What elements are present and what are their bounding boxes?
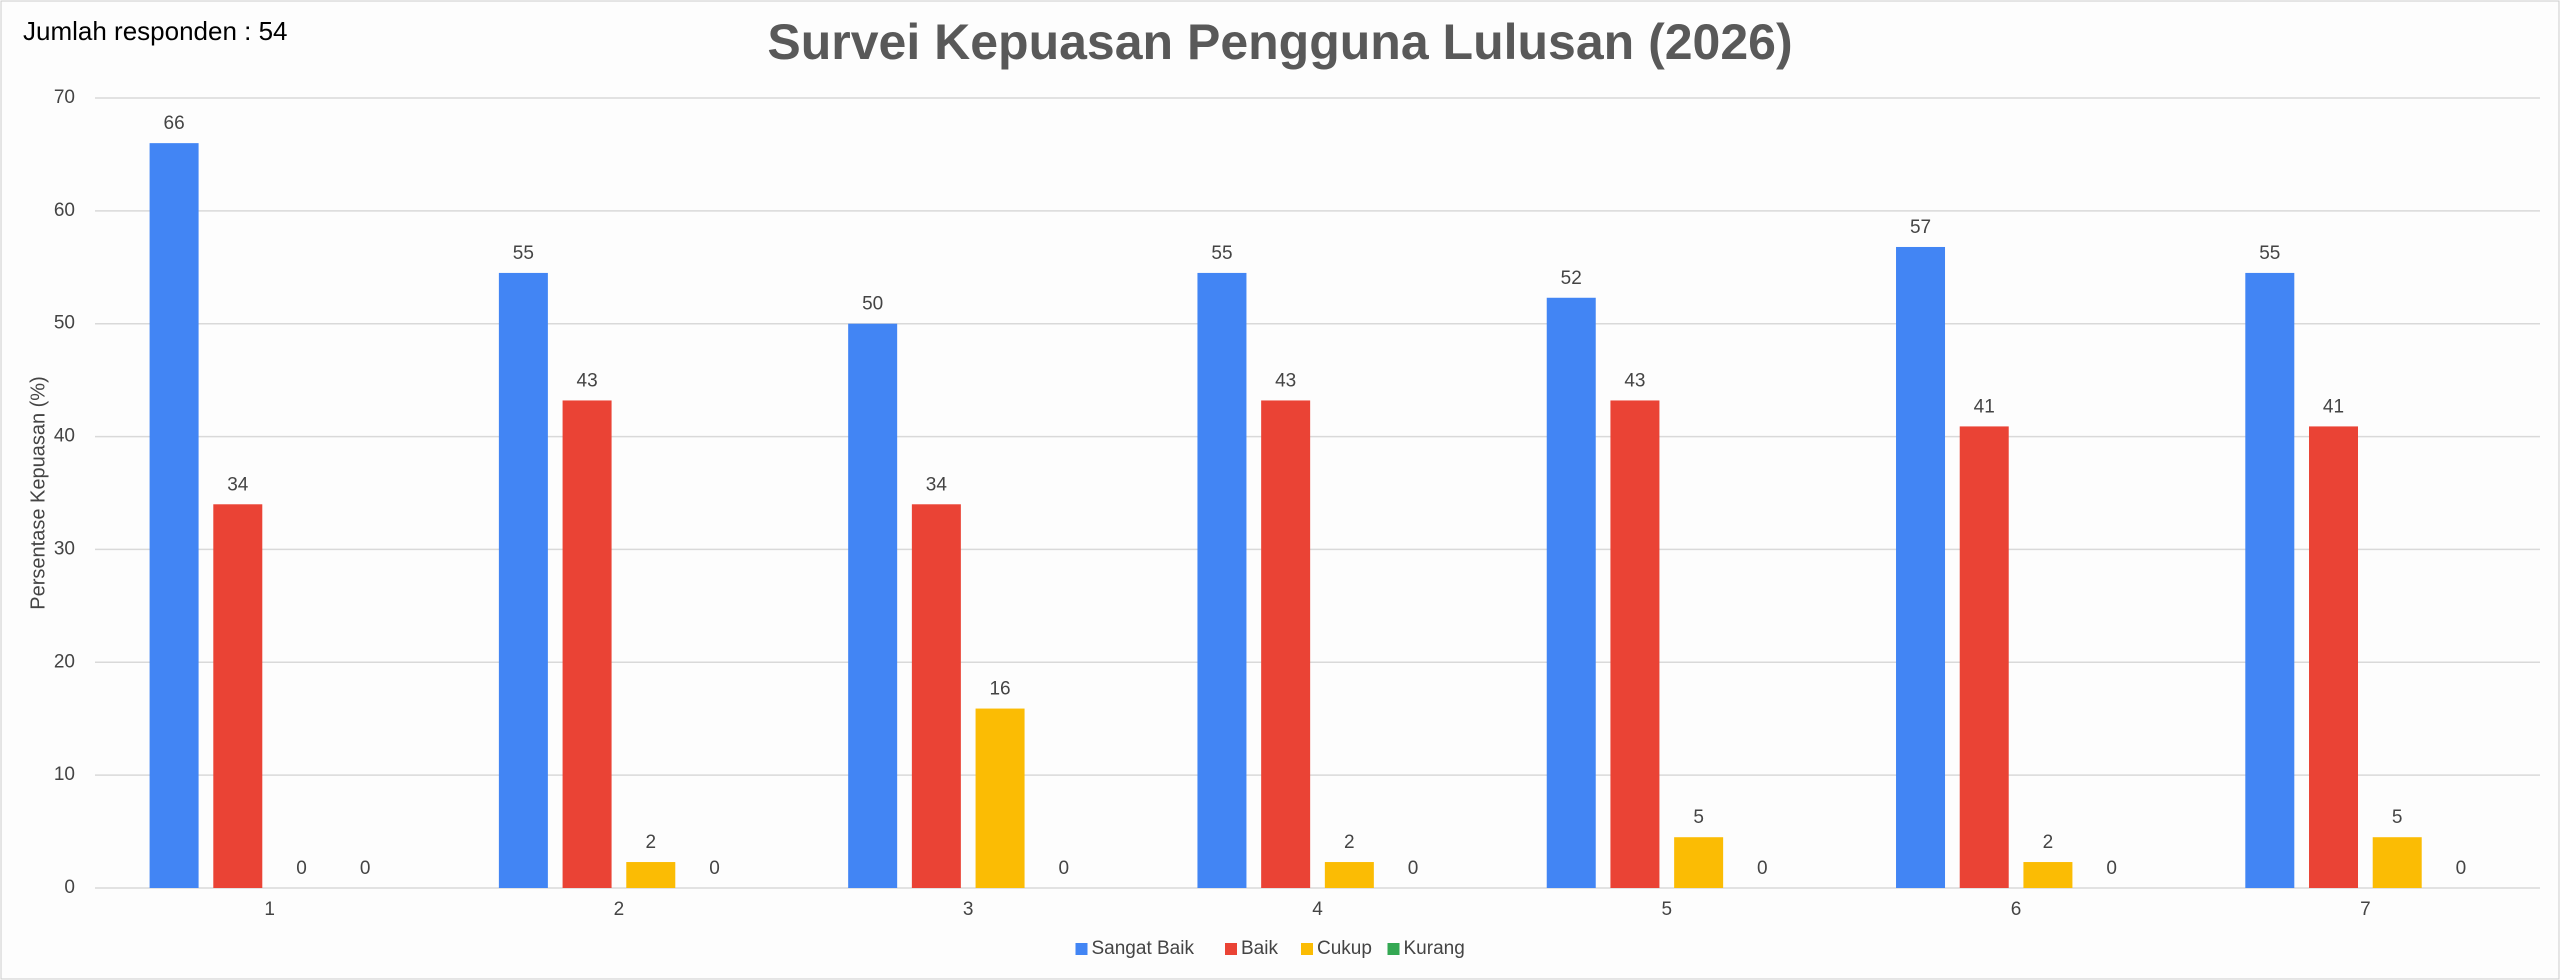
data-label: 57 <box>1910 217 1931 238</box>
data-label: 34 <box>926 474 948 495</box>
legend-swatch <box>1387 943 1400 955</box>
data-label: 34 <box>227 474 249 495</box>
data-label: 55 <box>1211 243 1232 264</box>
bar <box>1324 862 1374 888</box>
bar <box>975 708 1025 888</box>
bar <box>626 862 676 888</box>
x-tick-label: 2 <box>614 899 625 920</box>
bar <box>1197 272 1247 888</box>
bar <box>2023 862 2073 888</box>
data-label: 16 <box>989 679 1010 700</box>
bar <box>911 504 961 888</box>
legend-label: Kurang <box>1404 938 1465 959</box>
bar <box>213 504 263 888</box>
data-label: 41 <box>1974 396 1995 417</box>
chart-title: Survei Kepuasan Pengguna Lulusan (2026) <box>767 14 1792 70</box>
bar <box>1261 400 1311 888</box>
data-label: 0 <box>1058 858 1069 879</box>
data-label: 55 <box>513 243 534 264</box>
y-axis-label: Persentase Kepuasan (%) <box>27 376 49 609</box>
data-label: 43 <box>1275 370 1296 391</box>
legend-swatch <box>1225 943 1237 955</box>
bar <box>848 323 898 888</box>
data-label: 0 <box>1757 858 1768 879</box>
bar <box>1959 426 2009 888</box>
bar <box>1674 837 1724 888</box>
legend-label: Baik <box>1241 938 1278 959</box>
x-tick-label: 1 <box>264 899 275 920</box>
data-label: 43 <box>1624 370 1645 391</box>
data-label: 50 <box>862 294 883 315</box>
data-label: 41 <box>2323 396 2344 417</box>
bar <box>1896 246 1946 888</box>
data-label: 2 <box>2043 832 2054 853</box>
data-label: 2 <box>1344 832 1355 853</box>
bar <box>1610 400 1660 888</box>
bar <box>2245 272 2295 888</box>
y-tick-label: 70 <box>54 87 75 108</box>
legend-swatch <box>1075 943 1088 955</box>
data-label: 5 <box>1693 807 1704 828</box>
data-label: 0 <box>296 858 307 879</box>
y-tick-label: 60 <box>54 200 75 221</box>
data-label: 0 <box>1408 858 1419 879</box>
data-label: 0 <box>2106 858 2117 879</box>
y-tick-label: 0 <box>64 877 75 898</box>
legend-label: Sangat Baik <box>1092 938 1195 959</box>
bar <box>149 143 199 889</box>
data-label: 66 <box>164 113 185 134</box>
x-tick-label: 6 <box>2011 899 2022 920</box>
legend-label: Cukup <box>1317 938 1372 959</box>
y-tick-label: 30 <box>54 538 75 559</box>
bar <box>2309 426 2359 888</box>
bar <box>498 272 548 888</box>
bar <box>562 400 612 888</box>
y-tick-label: 50 <box>54 313 75 334</box>
legend-swatch <box>1301 943 1313 955</box>
x-tick-label: 4 <box>1312 899 1323 920</box>
data-label: 0 <box>2456 858 2467 879</box>
y-tick-label: 40 <box>54 426 75 447</box>
x-tick-label: 7 <box>2360 899 2371 920</box>
annotation: Jumlah responden : 54 <box>23 16 288 46</box>
bar <box>2372 837 2422 888</box>
data-label: 5 <box>2392 807 2403 828</box>
data-label: 0 <box>360 858 371 879</box>
data-label: 0 <box>709 858 720 879</box>
y-tick-label: 20 <box>54 651 75 672</box>
x-tick-label: 5 <box>1661 899 1672 920</box>
bar <box>1546 297 1596 888</box>
data-label: 52 <box>1561 268 1582 289</box>
y-tick-label: 10 <box>54 764 75 785</box>
data-label: 2 <box>645 832 656 853</box>
data-label: 43 <box>577 370 598 391</box>
x-tick-label: 3 <box>963 899 974 920</box>
data-label: 55 <box>2259 243 2280 264</box>
